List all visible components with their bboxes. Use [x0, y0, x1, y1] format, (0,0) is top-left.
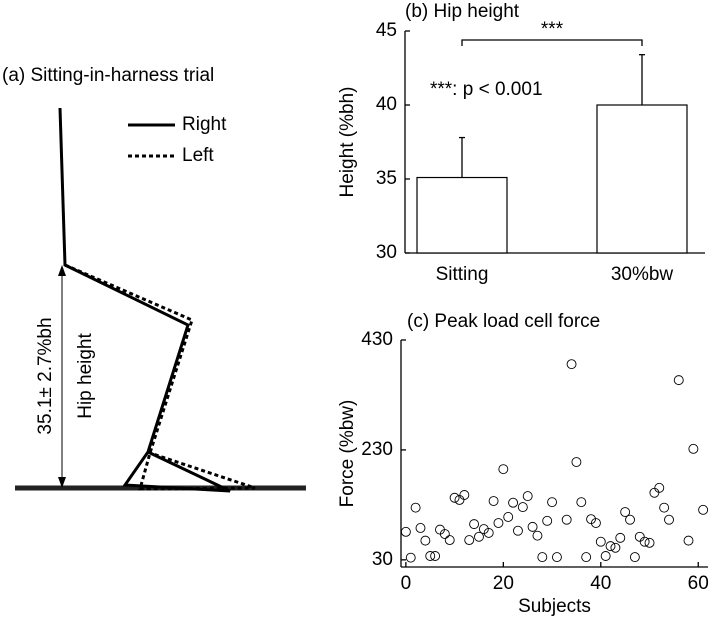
point — [590, 518, 601, 528]
point — [488, 496, 499, 506]
point — [513, 525, 523, 536]
point — [537, 552, 548, 563]
point — [400, 526, 411, 537]
point — [439, 529, 450, 539]
point — [474, 531, 484, 542]
point — [600, 551, 611, 561]
point — [620, 507, 631, 517]
point — [673, 375, 684, 386]
y-tick-label: 45 — [376, 20, 397, 41]
point — [551, 552, 562, 563]
arrow-head — [58, 477, 66, 488]
y-tick-label: 30 — [372, 549, 393, 570]
point — [698, 504, 709, 515]
point — [542, 515, 553, 526]
point — [503, 512, 514, 522]
measurement: 35.1± 2.7%bh — [35, 317, 56, 434]
panel-a: (a) Sitting-in-harness trial Right Left … — [2, 65, 306, 493]
chart-title: (c) Peak load cell force — [407, 311, 600, 332]
y-tick-label: 30 — [376, 242, 397, 263]
x-axis-label: Subjects — [518, 596, 591, 617]
significance-bracket — [461, 39, 643, 46]
x-tick-label: 60 — [688, 573, 709, 594]
point — [498, 464, 509, 475]
point — [430, 551, 441, 561]
hip-height-label: Hip height — [75, 333, 96, 419]
point — [634, 531, 645, 542]
bar — [596, 104, 688, 254]
point — [683, 535, 694, 546]
point — [576, 497, 587, 508]
point — [425, 551, 436, 561]
point — [405, 552, 416, 563]
point — [639, 536, 650, 547]
point — [454, 494, 465, 505]
panel-title: (a) Sitting-in-harness trial — [2, 65, 214, 86]
x-tick-label: 20 — [493, 573, 514, 594]
point — [469, 519, 480, 530]
point — [493, 518, 504, 528]
point — [571, 457, 582, 467]
point — [561, 514, 572, 525]
point — [508, 497, 519, 508]
y-tick-label: 35 — [376, 168, 397, 189]
point — [464, 535, 475, 546]
point — [664, 514, 674, 525]
legend-label: Right — [182, 114, 227, 135]
left-leg — [64, 263, 256, 491]
x-tick-label: 0 — [401, 573, 412, 594]
y-tick-label: 40 — [376, 94, 397, 115]
point — [581, 552, 592, 563]
point — [532, 530, 543, 541]
point — [547, 497, 558, 508]
bar — [416, 176, 508, 254]
point — [517, 502, 528, 513]
point — [522, 491, 533, 502]
point — [644, 537, 655, 548]
legend-label: Left — [182, 145, 214, 166]
point — [615, 532, 626, 543]
x-tick-label: 30%bw — [611, 264, 674, 285]
point — [527, 521, 538, 532]
point — [688, 443, 699, 454]
point — [566, 359, 577, 370]
point — [415, 523, 426, 533]
point — [610, 542, 621, 553]
point — [625, 514, 635, 525]
y-tick-label: 430 — [361, 329, 393, 350]
point — [420, 535, 431, 546]
y-tick-label: 230 — [361, 439, 393, 460]
y-axis-label: Force (%bw) — [337, 400, 358, 508]
point — [410, 502, 421, 513]
point — [654, 482, 665, 493]
right-leg — [58, 107, 231, 493]
y-axis-label: Height (%bh) — [337, 87, 358, 198]
annotation: ***: p < 0.001 — [430, 79, 543, 100]
x-tick-label: 40 — [590, 573, 611, 594]
point — [444, 535, 455, 546]
point — [449, 492, 460, 503]
point — [659, 502, 670, 513]
point — [483, 527, 494, 538]
x-tick-label: Sitting — [436, 264, 489, 285]
chart-title: (b) Hip height — [405, 1, 520, 22]
point — [459, 490, 470, 500]
point — [595, 536, 606, 547]
arrow-head — [58, 265, 66, 276]
point — [629, 552, 640, 563]
point — [605, 541, 616, 552]
point — [649, 487, 660, 498]
significance: *** — [541, 19, 564, 40]
